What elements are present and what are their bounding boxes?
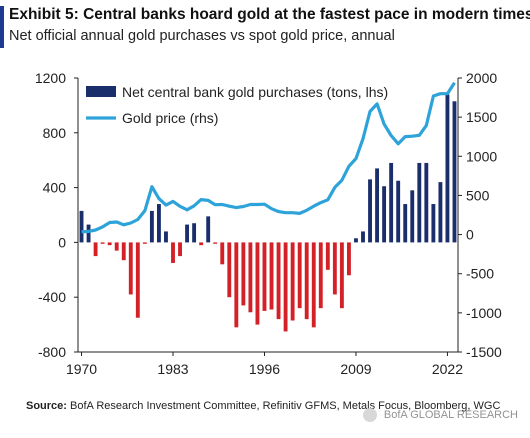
purchase-bar xyxy=(297,242,302,309)
purchase-bar xyxy=(128,242,133,295)
purchase-bar xyxy=(304,242,309,320)
title-accent-bar xyxy=(0,6,4,48)
left-tick-label: 1200 xyxy=(35,70,66,86)
purchase-bar xyxy=(156,204,161,243)
right-tick-label: 1000 xyxy=(466,148,497,164)
right-tick-label: -1500 xyxy=(466,344,502,360)
purchase-bar xyxy=(192,223,197,243)
purchase-bar xyxy=(410,190,415,243)
purchase-bar xyxy=(389,162,394,243)
purchase-bar xyxy=(206,216,211,243)
purchase-bar xyxy=(368,179,372,243)
purchase-bar xyxy=(290,242,295,321)
purchase-bar xyxy=(185,224,190,243)
purchase-bar xyxy=(445,94,450,243)
purchase-bar xyxy=(121,242,126,261)
source-label: Source: xyxy=(26,400,67,412)
purchase-bar xyxy=(276,242,281,320)
purchase-bar xyxy=(424,162,429,243)
left-tick-label: -800 xyxy=(38,344,66,360)
purchase-bar xyxy=(354,238,358,243)
purchase-bar xyxy=(325,242,330,270)
purchase-bar xyxy=(220,242,225,265)
purchase-bar xyxy=(283,242,288,332)
watermark-text: BofA GLOBAL RESEARCH xyxy=(383,408,518,421)
purchase-bar xyxy=(403,204,408,243)
x-tick-label: 1983 xyxy=(157,361,188,377)
purchase-bar xyxy=(269,242,274,310)
purchase-bar xyxy=(382,186,387,243)
chart-title: Exhibit 5: Central banks hoard gold at t… xyxy=(9,6,530,23)
right-axis: -1500 -1000 -500 0 500 1000 1500 2000 xyxy=(457,70,502,360)
purchase-bar xyxy=(438,182,443,243)
gold-price-line-layer xyxy=(81,81,456,234)
legend-line-label: Gold price (rhs) xyxy=(122,110,218,126)
purchase-bar xyxy=(100,242,105,244)
purchase-bar xyxy=(234,242,239,328)
legend-bar-swatch xyxy=(86,86,116,97)
purchase-bar xyxy=(227,242,232,298)
purchase-bar xyxy=(396,180,401,243)
purchase-bar xyxy=(213,242,218,244)
purchase-bar xyxy=(431,204,436,243)
left-tick-label: -400 xyxy=(38,289,66,305)
purchase-bar xyxy=(86,224,91,243)
left-tick-label: 0 xyxy=(58,234,66,250)
purchase-bar xyxy=(178,242,182,257)
purchase-bar xyxy=(114,242,119,251)
watermark-icon xyxy=(362,408,377,422)
left-axis: -800 -400 0 400 800 1200 xyxy=(35,70,79,360)
purchase-bar xyxy=(417,162,422,243)
gold-price-line xyxy=(81,81,456,234)
x-tick-label: 2009 xyxy=(340,361,371,377)
right-tick-label: -500 xyxy=(466,266,494,282)
purchase-bar xyxy=(135,242,140,318)
chart-subtitle: Net official annual gold purchases vs sp… xyxy=(9,28,395,44)
purchase-bar xyxy=(149,210,154,243)
source-text: BofA Research Investment Committee, Refi… xyxy=(70,400,501,412)
x-tick-label: 2022 xyxy=(432,361,463,377)
purchase-bar xyxy=(332,242,337,295)
purchase-bar xyxy=(93,242,98,257)
purchase-bar xyxy=(346,242,351,276)
purchase-bar xyxy=(171,242,175,263)
purchase-bar xyxy=(107,242,112,246)
right-tick-label: 0 xyxy=(466,227,474,243)
right-tick-label: 500 xyxy=(466,187,490,203)
gold-chart: -800 -400 0 400 800 1200 -1500 -1000 -500 0 500 10… xyxy=(35,70,502,377)
purchase-bar xyxy=(241,242,246,306)
right-tick-label: 1500 xyxy=(466,109,497,125)
purchase-bar xyxy=(255,242,260,325)
source-note: Source: BofA Research Investment Committ… xyxy=(26,400,500,412)
x-axis: 1970 1983 1996 2009 2022 xyxy=(66,351,463,377)
left-tick-label: 400 xyxy=(43,180,67,196)
purchase-bar xyxy=(375,168,380,243)
purchase-bar xyxy=(318,242,323,309)
x-tick-label: 1970 xyxy=(66,361,97,377)
left-tick-label: 800 xyxy=(43,125,67,141)
right-tick-label: 2000 xyxy=(466,70,497,86)
x-tick-label: 1996 xyxy=(249,361,280,377)
purchase-bar xyxy=(452,101,457,243)
purchase-bar xyxy=(311,242,316,328)
purchase-bar xyxy=(199,242,204,246)
purchase-bar xyxy=(248,242,253,313)
legend-bar-label: Net central bank gold purchases (tons, l… xyxy=(122,84,388,100)
purchase-bar xyxy=(339,242,344,309)
purchase-bar xyxy=(142,242,147,244)
purchase-bar xyxy=(79,210,84,243)
right-tick-label: -1000 xyxy=(466,305,502,321)
legend: Net central bank gold purchases (tons, l… xyxy=(86,84,388,126)
purchase-bar xyxy=(361,231,365,243)
watermark: BofA GLOBAL RESEARCH xyxy=(362,408,518,422)
purchase-bar xyxy=(262,242,267,311)
purchase-bars xyxy=(79,94,457,332)
purchase-bar xyxy=(164,231,168,243)
